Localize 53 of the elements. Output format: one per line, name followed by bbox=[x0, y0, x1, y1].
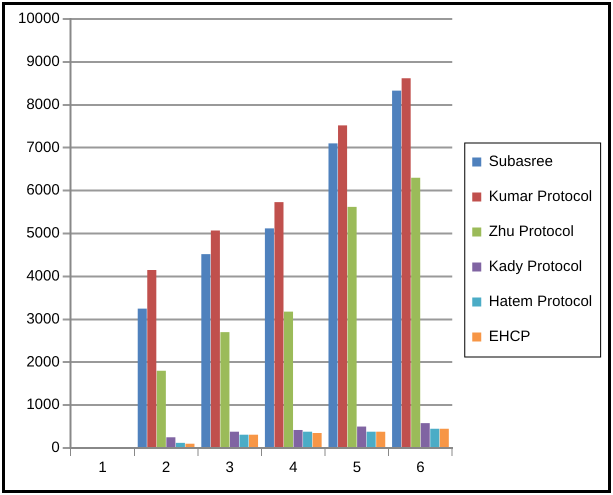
legend-label: Subasree bbox=[488, 153, 553, 170]
x-tick-label: 2 bbox=[162, 459, 170, 476]
y-tick-label: 6000 bbox=[26, 182, 60, 199]
bar bbox=[249, 434, 258, 447]
bar bbox=[348, 206, 357, 447]
y-tick-label: 10000 bbox=[18, 10, 60, 28]
x-tick-label: 6 bbox=[416, 459, 425, 476]
bar bbox=[201, 254, 210, 447]
y-tick-label: 3000 bbox=[26, 310, 60, 328]
bar bbox=[166, 437, 176, 447]
y-tick-label: 2000 bbox=[26, 353, 60, 370]
x-tick-label: 1 bbox=[98, 459, 107, 476]
x-tick-label: 5 bbox=[352, 459, 362, 476]
y-tick-label: 8000 bbox=[26, 96, 60, 113]
legend-label: Kady Protocol bbox=[488, 258, 582, 276]
y-tick-label: 5000 bbox=[26, 224, 60, 242]
bar bbox=[420, 423, 430, 447]
bar bbox=[440, 428, 449, 447]
bar bbox=[402, 78, 411, 447]
bar bbox=[220, 332, 230, 447]
legend-label: EHCP bbox=[488, 328, 530, 346]
bar bbox=[411, 178, 420, 447]
legend-label: Kumar Protocol bbox=[488, 188, 592, 206]
bar bbox=[366, 432, 376, 447]
bar bbox=[294, 430, 303, 447]
bar bbox=[156, 370, 166, 447]
bar bbox=[274, 202, 284, 447]
bar bbox=[303, 432, 312, 447]
x-tick-label: 4 bbox=[289, 459, 298, 476]
bar bbox=[230, 432, 239, 447]
bar bbox=[430, 428, 440, 447]
bar bbox=[147, 270, 156, 447]
x-tick-label: 3 bbox=[226, 459, 234, 476]
bar bbox=[328, 143, 338, 447]
bar bbox=[239, 434, 249, 447]
bar bbox=[284, 312, 294, 447]
y-tick-label: 1000 bbox=[26, 396, 60, 414]
y-tick-label: 4000 bbox=[26, 268, 60, 285]
bar bbox=[176, 442, 185, 447]
y-tick-label: 9000 bbox=[26, 53, 60, 70]
bar bbox=[210, 230, 220, 447]
bar bbox=[264, 228, 274, 447]
y-tick-label: 7000 bbox=[26, 138, 60, 156]
bar bbox=[138, 308, 147, 447]
legend-label: Hatem Protocol bbox=[488, 293, 592, 310]
y-tick-label: 0 bbox=[51, 439, 60, 456]
bar bbox=[312, 432, 322, 447]
legend-label: Zhu Protocol bbox=[488, 223, 574, 240]
bar bbox=[357, 426, 366, 447]
bar bbox=[392, 90, 402, 447]
bar bbox=[338, 125, 348, 447]
bar bbox=[185, 444, 194, 447]
bar bbox=[376, 432, 386, 447]
